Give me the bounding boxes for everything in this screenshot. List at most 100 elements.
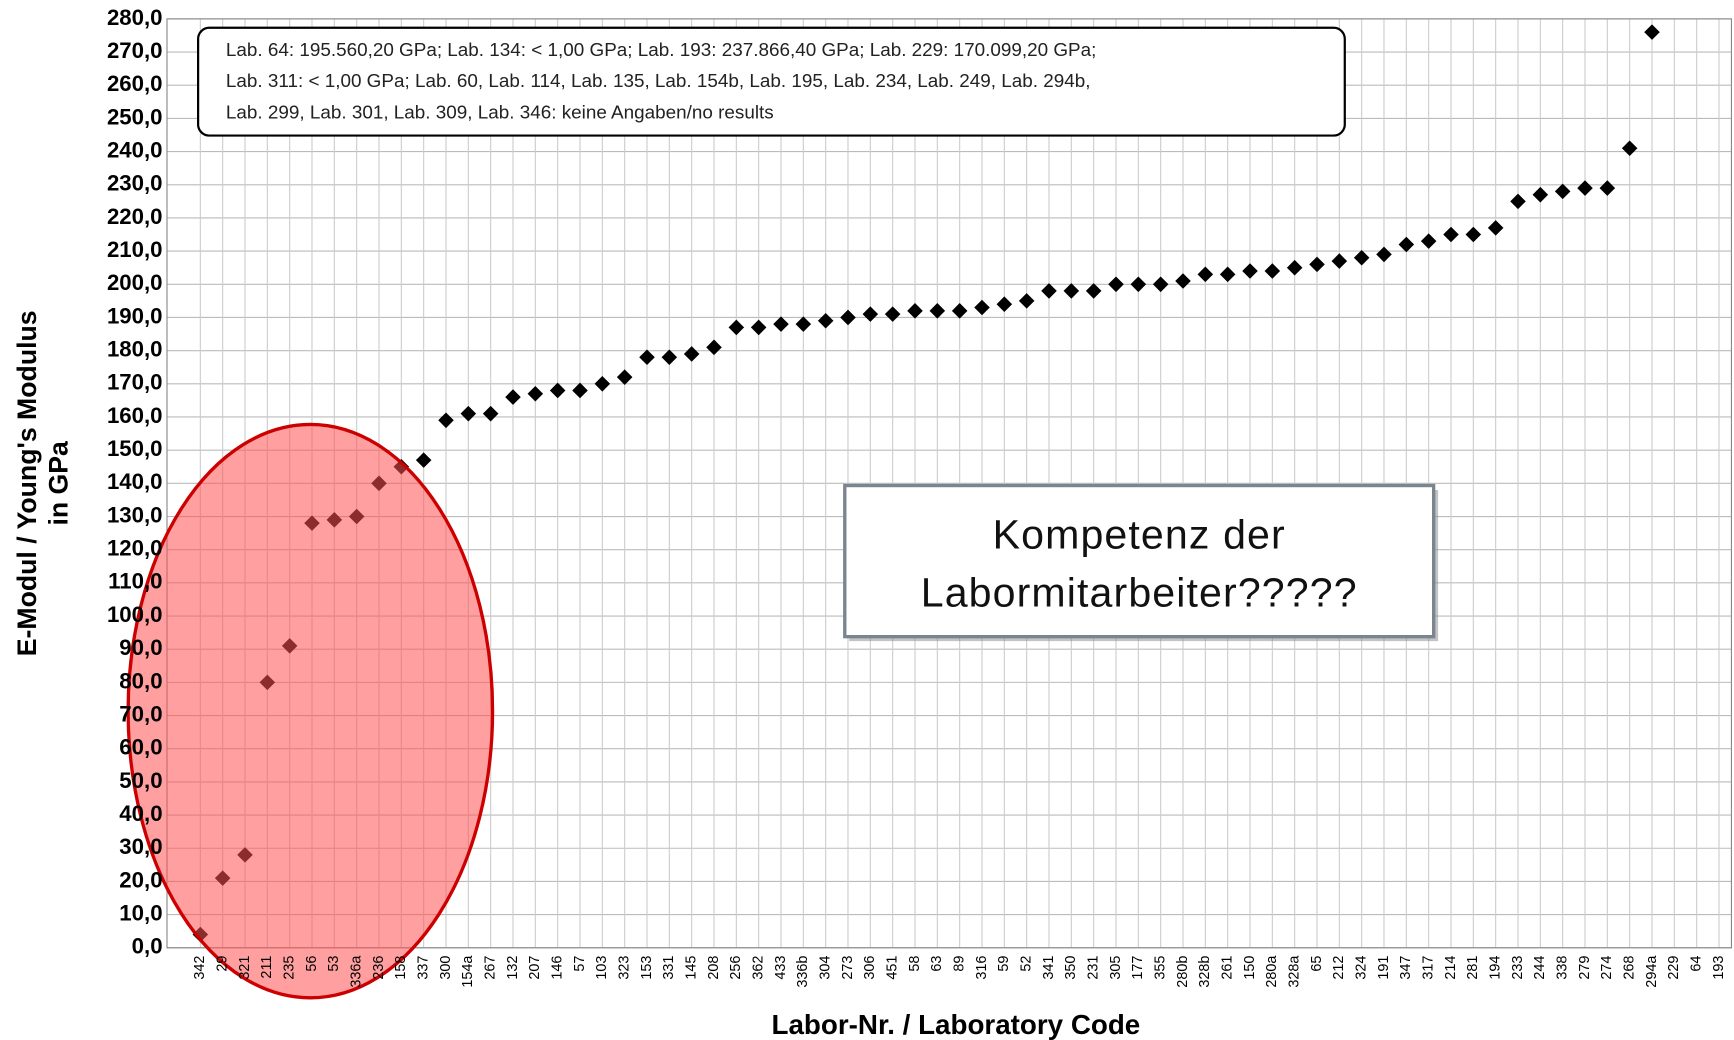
- y-axis-title-line: in GPa: [43, 441, 73, 526]
- data-point: [773, 316, 789, 332]
- y-tick-label: 180,0: [107, 337, 163, 362]
- y-tick-label: 150,0: [107, 436, 163, 461]
- x-tick-label: 65: [1309, 956, 1325, 972]
- x-tick-label: 347: [1398, 956, 1414, 980]
- data-point: [1286, 259, 1303, 276]
- y-tick-label: 20,0: [119, 867, 162, 892]
- data-point: [1577, 180, 1593, 196]
- data-point: [1353, 249, 1370, 266]
- data-point: [929, 303, 946, 319]
- y-tick-label: 250,0: [107, 104, 163, 129]
- x-tick-label: 328a: [1286, 955, 1302, 988]
- x-tick-label: 236: [371, 956, 387, 980]
- x-tick-label: 273: [840, 956, 856, 980]
- x-tick-label: 341: [1041, 956, 1057, 980]
- y-tick-label: 40,0: [119, 801, 162, 826]
- data-point: [1309, 256, 1325, 273]
- data-point: [683, 346, 700, 362]
- note-line: Lab. 64: 195.560,20 GPa; Lab. 134: < 1,0…: [226, 40, 1097, 61]
- data-point: [1242, 263, 1258, 279]
- x-tick-label: 154a: [460, 955, 476, 988]
- x-tick-label: 211: [259, 956, 275, 979]
- x-tick-label: 256: [728, 956, 744, 980]
- x-tick-label: 64: [1688, 956, 1704, 972]
- x-tick-label: 433: [773, 956, 789, 980]
- data-point: [1443, 226, 1459, 243]
- x-tick-label: 350: [1063, 956, 1079, 980]
- x-tick-label: 321: [237, 956, 253, 980]
- callout-line: Kompetenz der: [993, 512, 1286, 558]
- data-point: [616, 369, 633, 385]
- y-tick-label: 230,0: [107, 171, 163, 196]
- x-tick-label: 300: [438, 956, 454, 980]
- data-point: [460, 405, 477, 422]
- x-tick-label: 451: [884, 956, 900, 980]
- data-point: [1085, 283, 1102, 299]
- plot-frame: [166, 18, 1732, 949]
- data-point: [1376, 246, 1392, 263]
- data-point: [661, 349, 678, 366]
- data-point: [1152, 276, 1169, 293]
- x-tick-label: 342: [192, 956, 208, 980]
- data-point: [527, 385, 544, 402]
- data-point: [438, 412, 454, 429]
- x-tick-label: 59: [996, 956, 1012, 972]
- y-tick-label: 160,0: [107, 403, 163, 428]
- x-tick-label: 177: [1130, 956, 1146, 980]
- data-point: [1041, 283, 1057, 299]
- y-tick-label: 130,0: [107, 502, 163, 527]
- x-tick-label: 316: [974, 956, 990, 980]
- data-point: [706, 339, 722, 356]
- x-tick-label: 279: [1577, 956, 1593, 980]
- x-tick-label: 56: [304, 956, 320, 972]
- x-tick-label: 268: [1621, 956, 1637, 980]
- y-tick-label: 240,0: [107, 137, 163, 162]
- x-tick-label: 328b: [1197, 956, 1213, 988]
- note-box: [197, 26, 1346, 137]
- x-tick-label: 146: [549, 956, 565, 980]
- x-tick-label: 58: [907, 956, 923, 972]
- x-tick-label: 355: [1152, 956, 1168, 980]
- data-point: [996, 296, 1013, 312]
- x-tick-label: 150: [1242, 956, 1258, 980]
- y-tick-label: 90,0: [119, 635, 162, 660]
- x-tick-label: 57: [572, 956, 588, 972]
- y-tick-label: 280,0: [107, 5, 163, 30]
- data-point: [1063, 283, 1080, 299]
- y-tick-label: 190,0: [107, 303, 163, 328]
- x-tick-label: 244: [1532, 956, 1548, 980]
- x-tick-label: 280a: [1264, 955, 1280, 988]
- x-tick-label: 305: [1108, 956, 1124, 980]
- y-tick-label: 220,0: [107, 204, 163, 229]
- y-tick-label: 140,0: [107, 469, 163, 494]
- x-axis-title: Labor-Nr. / Laboratory Code: [772, 1009, 1141, 1040]
- data-point: [505, 389, 521, 405]
- x-tick-label: 338: [1554, 956, 1570, 980]
- x-tick-label: 29: [214, 956, 230, 972]
- x-tick-label: 337: [415, 956, 431, 980]
- x-tick-label: 212: [1331, 956, 1347, 980]
- callout-box: [843, 483, 1436, 639]
- x-tick-label: 233: [1510, 956, 1526, 980]
- x-tick-label: 336a: [348, 955, 364, 988]
- y-axis-title: E-Modul / Young's Modulusin GPa: [12, 310, 73, 656]
- x-tick-label: 331: [661, 956, 677, 980]
- x-tick-label: 317: [1420, 956, 1436, 980]
- data-point: [728, 319, 745, 336]
- y-tick-label: 200,0: [107, 270, 163, 295]
- x-tick-label: 132: [505, 956, 521, 980]
- y-tick-label: 110,0: [108, 569, 162, 594]
- data-point: [1465, 226, 1482, 243]
- y-tick-label: 170,0: [107, 370, 163, 395]
- x-tick-label: 324: [1353, 956, 1369, 980]
- data-point: [1398, 236, 1415, 253]
- x-tick-label: 63: [929, 956, 945, 972]
- x-tick-label: 191: [1376, 956, 1392, 980]
- x-tick-label: 194: [1487, 956, 1503, 980]
- data-point: [1621, 140, 1638, 157]
- x-tick-label: 362: [750, 956, 766, 980]
- data-point: [639, 349, 655, 366]
- x-tick-label: 229: [1666, 956, 1682, 980]
- x-tick-label: 267: [482, 956, 498, 980]
- x-tick-label: 274: [1599, 956, 1615, 980]
